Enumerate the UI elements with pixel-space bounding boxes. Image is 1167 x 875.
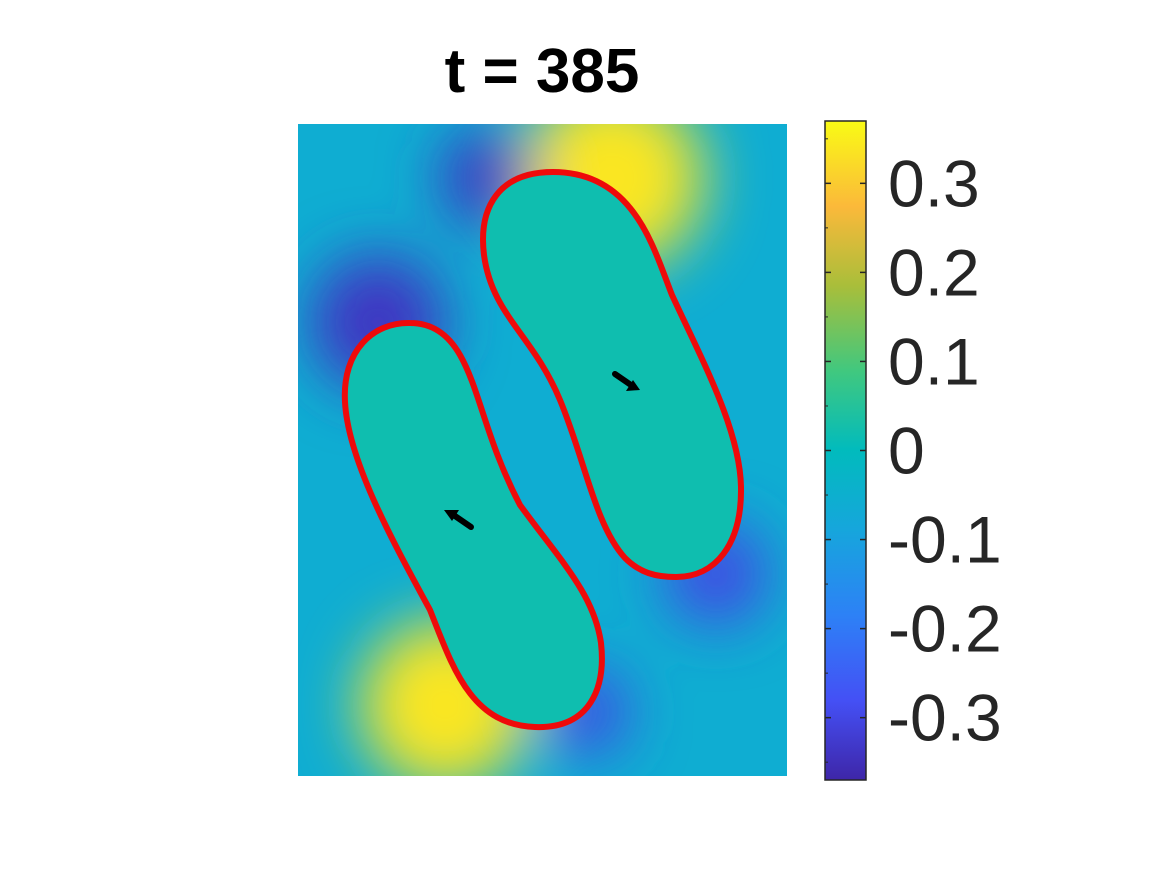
right-cell-arrow-shaft <box>612 371 634 388</box>
left-cell-arrow <box>444 510 474 530</box>
plot-area <box>298 124 787 776</box>
left-cell-arrow-head <box>444 510 459 521</box>
chart-title: t = 385 <box>445 37 640 106</box>
colorbar-tick-label: 0.2 <box>888 235 980 309</box>
left-cell-outline <box>341 319 605 731</box>
colorbar-tick-label: 0 <box>888 414 925 488</box>
right-cell-arrow <box>612 371 640 391</box>
colorbar-ticks: -0.3 -0.2 -0.1 0 0.1 0.2 0.3 <box>825 146 1002 755</box>
colorbar-gradient <box>825 121 866 780</box>
colorbar-tick-label: -0.2 <box>888 592 1002 666</box>
colorbar-tick-label: -0.3 <box>888 681 1002 755</box>
colorbar: -0.3 -0.2 -0.1 0 0.1 0.2 0.3 <box>824 120 1002 781</box>
left-cell-arrow-shaft <box>452 513 474 530</box>
colorbar-tick-label: 0.3 <box>888 146 980 220</box>
colorbar-tick-label: -0.1 <box>888 503 1002 577</box>
right-cell-arrow-head <box>626 380 640 391</box>
colorbar-tick-label: 0.1 <box>888 324 980 398</box>
